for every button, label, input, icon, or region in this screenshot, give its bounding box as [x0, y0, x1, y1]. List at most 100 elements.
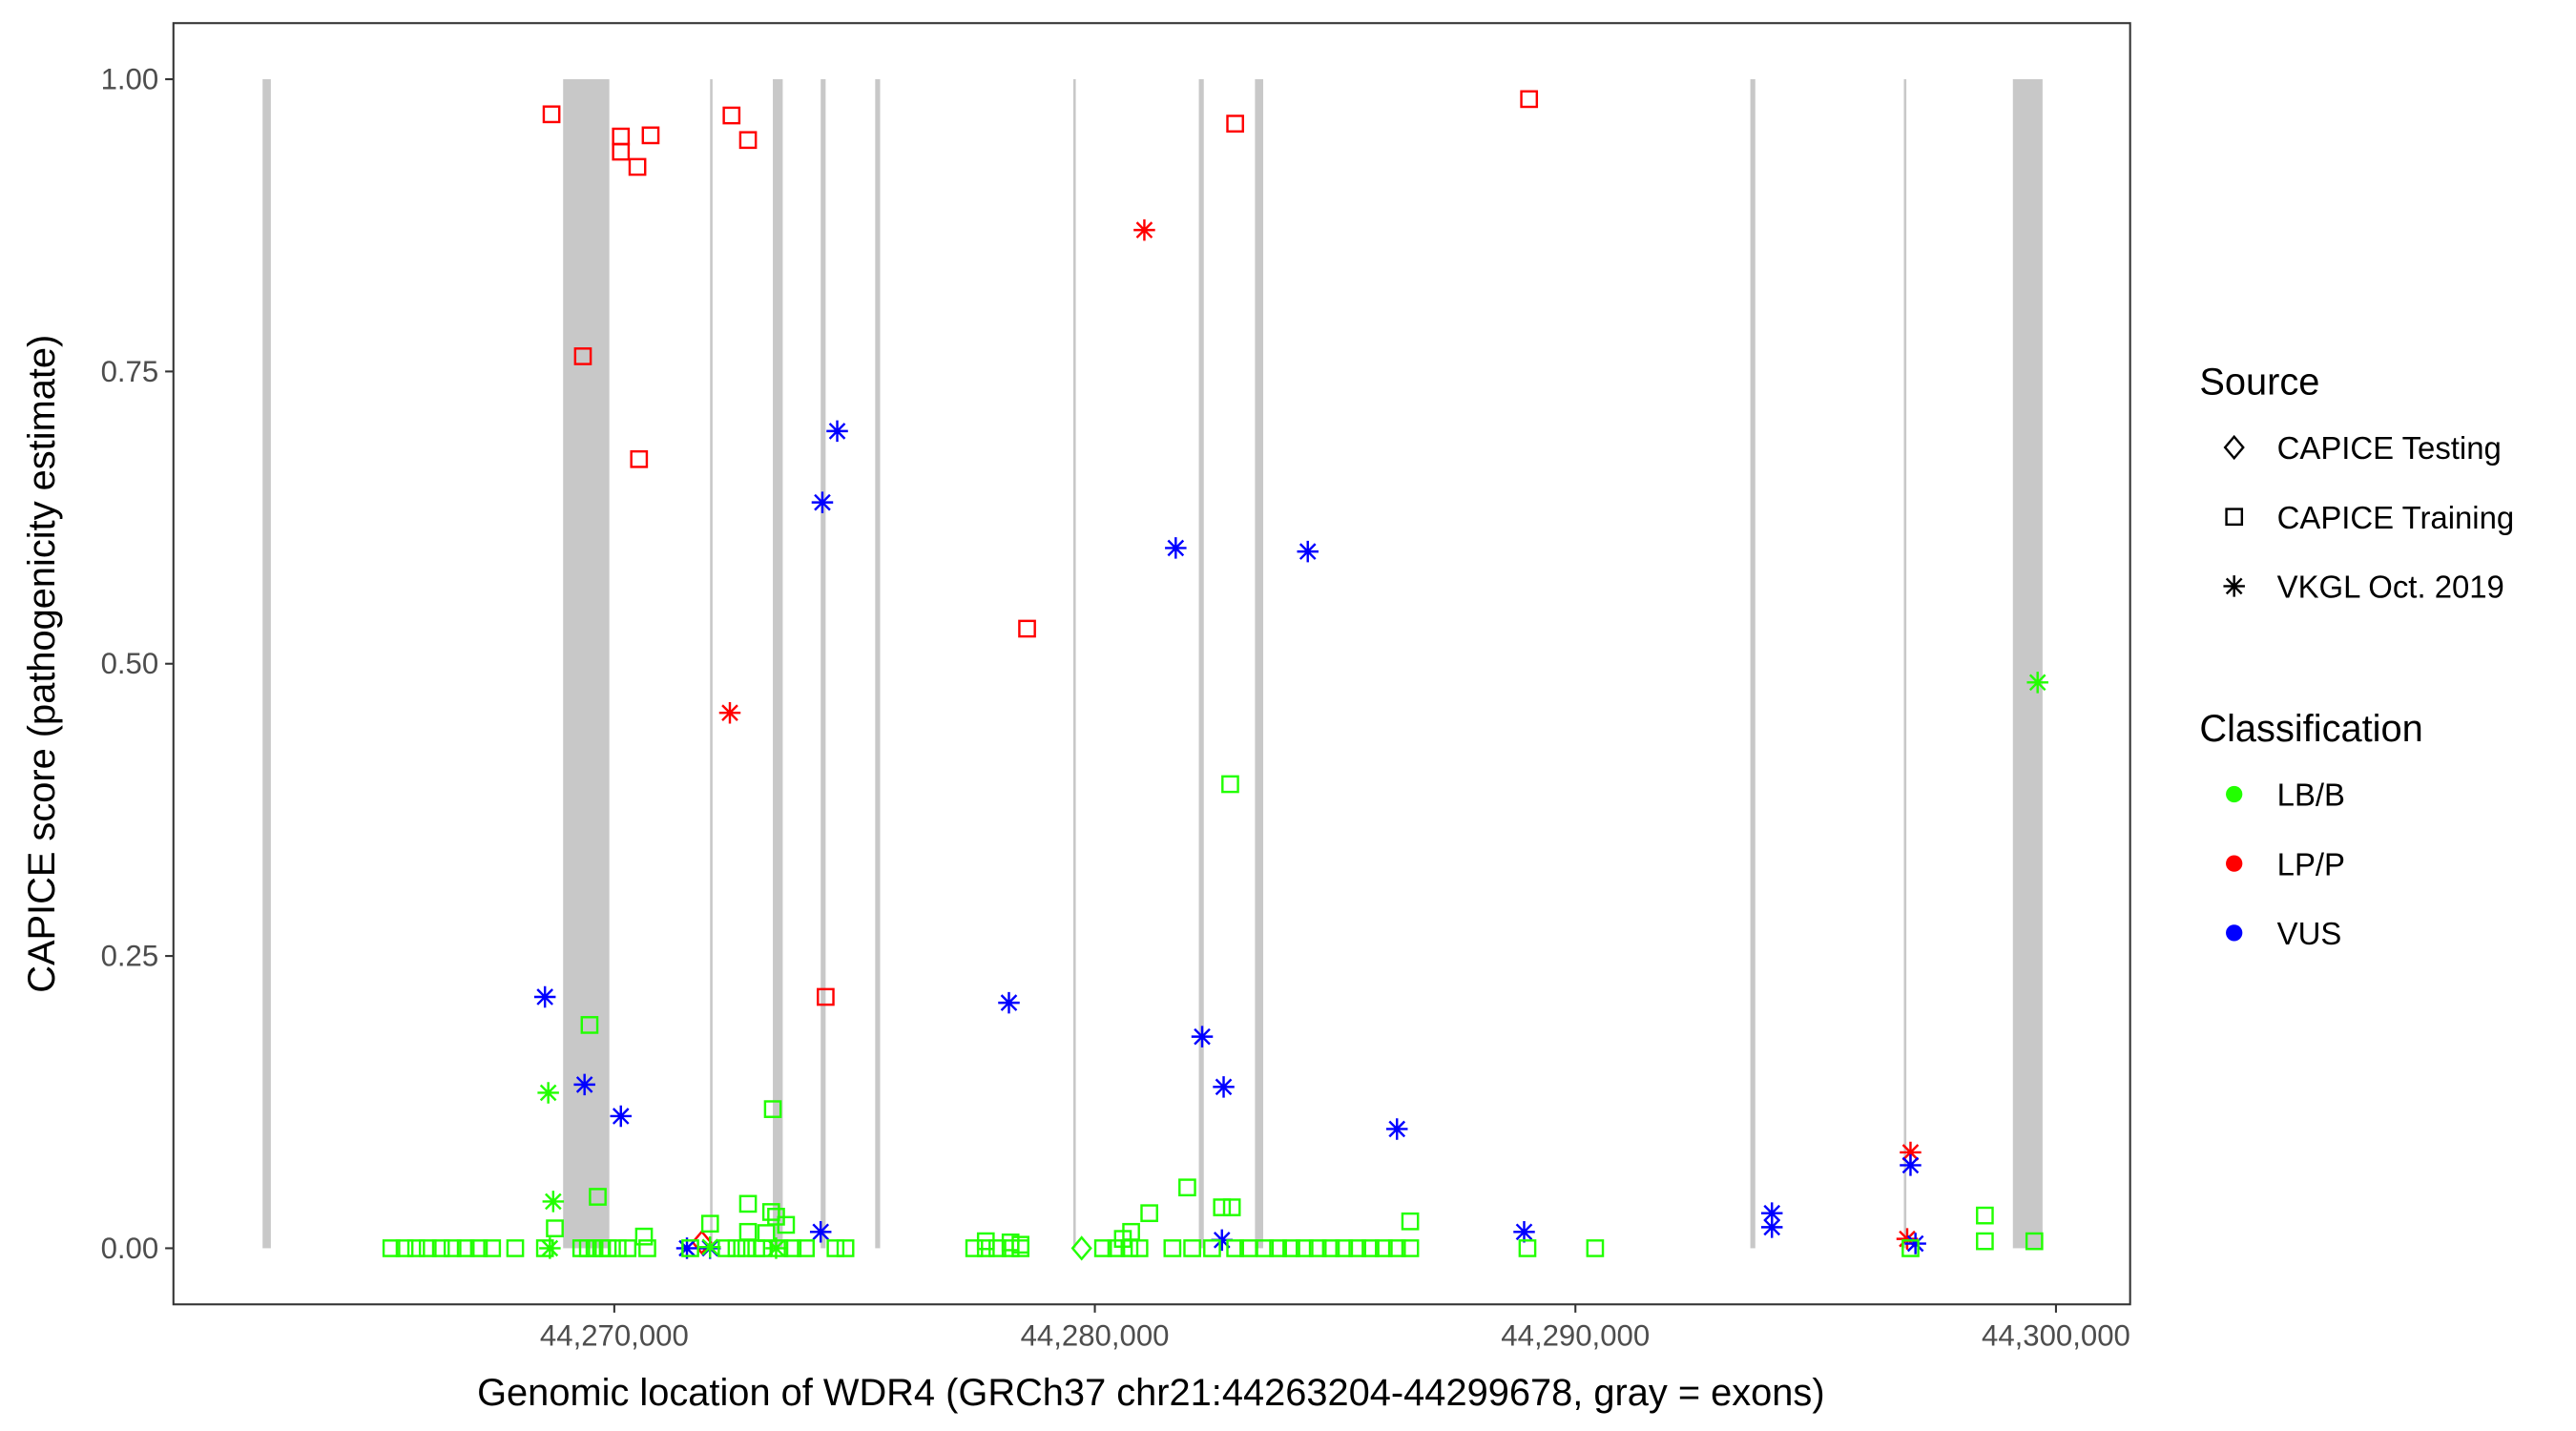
- exon-band: [821, 79, 826, 1249]
- data-point: [431, 1239, 450, 1257]
- data-point: [456, 1239, 475, 1257]
- data-point: [443, 1239, 462, 1257]
- data-point: [1335, 1239, 1354, 1257]
- data-point: [628, 157, 647, 176]
- data-point: [1976, 1232, 1994, 1251]
- data-point: [738, 131, 758, 150]
- data-point: [717, 1239, 736, 1257]
- data-point: [418, 1239, 437, 1257]
- y-axis-label: CAPICE score (pathogenicity estimate): [21, 335, 63, 993]
- data-point: [1140, 1204, 1158, 1223]
- legend: Source Classification CAPICE Testing CAPI…: [2199, 362, 2514, 951]
- data-point: [535, 1239, 554, 1257]
- x-tick-label: 44,300,000: [1982, 1319, 2130, 1353]
- data-point: [608, 1239, 627, 1257]
- y-tick-label: 0.75: [101, 355, 159, 388]
- data-point: [675, 1237, 698, 1259]
- exon-band: [1903, 79, 1907, 1249]
- data-point: [722, 106, 741, 125]
- data-point: [1348, 1239, 1367, 1257]
- data-point: [573, 1073, 595, 1096]
- data-point: [1401, 1212, 1420, 1231]
- data-point: [1586, 1239, 1605, 1257]
- data-point: [737, 1239, 756, 1257]
- data-point: [826, 420, 848, 443]
- data-point: [395, 1239, 414, 1257]
- data-point: [698, 1235, 721, 1258]
- data-point: [1269, 1239, 1287, 1257]
- data-point: [546, 1219, 564, 1237]
- y-tick-label: 0.50: [101, 647, 159, 680]
- data-point: [1295, 1239, 1314, 1257]
- data-point: [1011, 1239, 1029, 1257]
- data-point: [537, 1082, 559, 1104]
- data-point: [1976, 1206, 1994, 1225]
- data-point: [998, 991, 1020, 1014]
- data-point: [1183, 1239, 1201, 1257]
- exon-band: [1255, 79, 1263, 1249]
- data-point: [1133, 218, 1155, 241]
- data-point: [747, 1239, 766, 1257]
- exon-band: [262, 79, 271, 1249]
- data-point: [976, 1239, 995, 1257]
- data-point: [738, 1222, 758, 1241]
- y-tick-label: 0.00: [101, 1232, 159, 1265]
- legend-source-label: VKGL Oct. 2019: [2277, 570, 2504, 605]
- data-point: [691, 1230, 713, 1255]
- data-point: [1191, 1026, 1214, 1047]
- data-point: [1518, 1239, 1537, 1257]
- data-point: [1120, 1239, 1139, 1257]
- data-point: [1308, 1239, 1327, 1257]
- data-point: [1222, 1198, 1241, 1216]
- plot-panel-border: [172, 22, 2131, 1306]
- data-point: [1361, 1239, 1380, 1257]
- data-point: [1900, 1154, 1922, 1176]
- legend-source-label: CAPICE Testing: [2277, 430, 2502, 466]
- data-point: [1901, 1239, 1920, 1257]
- data-point: [1211, 1229, 1234, 1252]
- data-point: [634, 1227, 654, 1246]
- data-point: [811, 491, 834, 513]
- data-point: [965, 1239, 984, 1257]
- data-point: [1282, 1239, 1300, 1257]
- legend-key-diamond-icon: [2223, 434, 2245, 461]
- data-point: [2026, 672, 2048, 694]
- data-point: [1904, 1233, 1926, 1255]
- data-point: [817, 987, 835, 1006]
- legend-key-asterisk-icon: [2223, 575, 2245, 597]
- legend-class-title: Classification: [2199, 708, 2422, 750]
- data-point: [612, 127, 631, 146]
- data-point: [1321, 1239, 1340, 1257]
- legend-key-dot-icon: [2226, 855, 2243, 872]
- data-point: [598, 1239, 617, 1257]
- data-point: [382, 1239, 401, 1257]
- data-point: [589, 1188, 607, 1206]
- data-point: [761, 1203, 780, 1221]
- data-point: [1385, 1118, 1408, 1140]
- data-point: [1896, 1228, 1919, 1250]
- data-point: [988, 1239, 1007, 1257]
- data-point: [406, 1239, 426, 1257]
- exon-band: [773, 79, 783, 1249]
- y-tick-label: 0.25: [101, 939, 159, 972]
- legend-key-dot-icon: [2226, 924, 2243, 942]
- data-point: [1203, 1239, 1221, 1257]
- data-point: [738, 1194, 758, 1213]
- exon-bands: [262, 79, 2043, 1249]
- data-point: [1163, 1239, 1182, 1257]
- data-point: [1165, 537, 1187, 559]
- data-point: [1760, 1202, 1783, 1224]
- data-point: [1387, 1239, 1406, 1257]
- data-point: [1513, 1221, 1535, 1243]
- data-point: [1226, 114, 1244, 133]
- exon-band: [1750, 79, 1755, 1249]
- data-point: [580, 1016, 599, 1034]
- exon-band: [1198, 79, 1204, 1249]
- data-point: [539, 1237, 561, 1259]
- data-point: [1213, 1076, 1235, 1098]
- legend-class-label: VUS: [2277, 916, 2342, 951]
- data-point: [1520, 90, 1539, 109]
- data-point: [783, 1239, 802, 1257]
- x-axis-label: Genomic location of WDR4 (GRCh37 chr21:4…: [477, 1372, 1824, 1414]
